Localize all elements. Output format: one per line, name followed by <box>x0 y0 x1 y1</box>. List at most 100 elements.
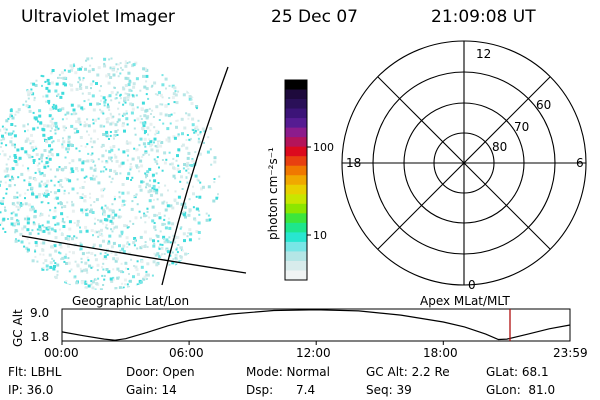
uv-speckle <box>155 191 159 195</box>
uv-speckle <box>38 182 41 185</box>
uv-speckle <box>91 265 94 268</box>
uv-speckle <box>83 100 86 103</box>
uv-speckle <box>67 237 71 241</box>
uv-speckle <box>11 143 15 147</box>
uv-speckle <box>171 222 175 226</box>
uv-speckle <box>148 216 151 219</box>
uv-speckle <box>193 131 196 134</box>
uv-speckle <box>130 103 134 107</box>
uv-speckle <box>167 103 170 106</box>
uv-speckle <box>42 183 46 186</box>
uv-speckle <box>172 166 175 170</box>
uv-speckle <box>151 274 154 277</box>
uv-speckle <box>62 225 66 228</box>
uv-speckle <box>38 162 41 165</box>
uv-speckle <box>128 243 131 246</box>
uv-speckle <box>109 277 113 281</box>
uv-speckle <box>76 178 79 181</box>
uv-speckle <box>9 109 13 113</box>
uv-speckle <box>48 114 52 118</box>
uv-speckle <box>54 129 57 132</box>
uv-speckle <box>79 136 83 139</box>
uv-speckle <box>70 268 73 271</box>
uv-speckle <box>122 271 125 274</box>
uv-speckle <box>45 140 49 144</box>
y-tick-9: 9.0 <box>30 306 49 320</box>
uv-speckle <box>80 281 84 285</box>
uv-speckle <box>38 184 42 188</box>
uv-speckle <box>158 119 161 121</box>
uv-speckle <box>108 156 111 160</box>
uv-speckle <box>34 250 37 253</box>
uv-speckle <box>79 226 81 229</box>
uv-speckle <box>48 144 51 148</box>
uv-speckle <box>42 253 45 256</box>
uv-speckle <box>80 257 83 260</box>
uv-speckle <box>197 210 200 212</box>
uv-speckle <box>89 140 92 143</box>
uv-speckle <box>90 280 93 283</box>
uv-speckle <box>15 110 18 113</box>
uv-speckle <box>146 210 149 213</box>
uv-speckle <box>90 283 93 286</box>
uv-speckle <box>126 123 129 126</box>
uv-speckle <box>124 200 127 202</box>
uv-speckle <box>119 93 122 96</box>
uv-speckle <box>159 93 163 97</box>
uv-speckle <box>172 92 176 96</box>
uv-speckle <box>100 110 104 114</box>
uv-speckle <box>103 125 106 128</box>
uv-speckle <box>179 246 182 249</box>
uv-speckle <box>112 276 115 279</box>
uv-speckle <box>145 80 148 83</box>
uv-speckle <box>24 139 28 143</box>
uv-speckle <box>44 80 47 83</box>
uv-speckle <box>148 167 152 171</box>
uv-speckle <box>163 218 166 221</box>
uv-speckle <box>137 156 141 160</box>
uv-speckle <box>132 241 136 245</box>
uv-speckle <box>13 222 17 226</box>
uv-speckle <box>145 74 149 78</box>
uv-speckle <box>86 256 89 259</box>
uv-speckle <box>149 129 152 132</box>
uv-speckle <box>117 75 120 78</box>
uv-speckle <box>17 239 20 242</box>
uv-speckle <box>169 204 173 208</box>
uv-speckle <box>30 186 34 190</box>
uv-speckle <box>110 156 113 159</box>
uv-speckle <box>92 246 95 248</box>
uv-speckle <box>113 198 116 200</box>
uv-speckle <box>81 186 85 189</box>
uv-speckle <box>72 112 76 116</box>
uv-speckle <box>75 127 78 130</box>
uv-speckle <box>63 69 66 72</box>
uv-speckle <box>16 201 19 204</box>
uv-speckle <box>136 106 139 109</box>
uv-speckle <box>136 203 139 206</box>
uv-speckle <box>55 127 59 131</box>
uv-speckle <box>100 85 102 88</box>
uv-speckle <box>90 252 94 255</box>
uv-speckle <box>120 215 123 218</box>
uv-speckle <box>96 102 100 106</box>
uv-speckle <box>180 226 183 229</box>
uv-speckle <box>47 99 51 103</box>
uv-speckle <box>70 124 74 128</box>
colorbar-cell <box>285 213 307 224</box>
uv-speckle <box>143 275 147 279</box>
uv-speckle <box>139 121 142 124</box>
uv-speckle <box>13 184 16 187</box>
uv-speckle <box>78 150 81 153</box>
uv-speckle <box>105 224 108 227</box>
uv-speckle <box>201 127 205 131</box>
uv-speckle <box>136 166 139 169</box>
uv-speckle <box>143 152 146 155</box>
uv-speckle <box>112 66 116 70</box>
uv-speckle <box>10 108 13 111</box>
uv-speckle <box>81 79 84 82</box>
uv-speckle <box>166 204 170 208</box>
uv-speckle <box>124 99 127 102</box>
uv-speckle <box>189 232 193 236</box>
uv-speckle <box>142 277 146 281</box>
